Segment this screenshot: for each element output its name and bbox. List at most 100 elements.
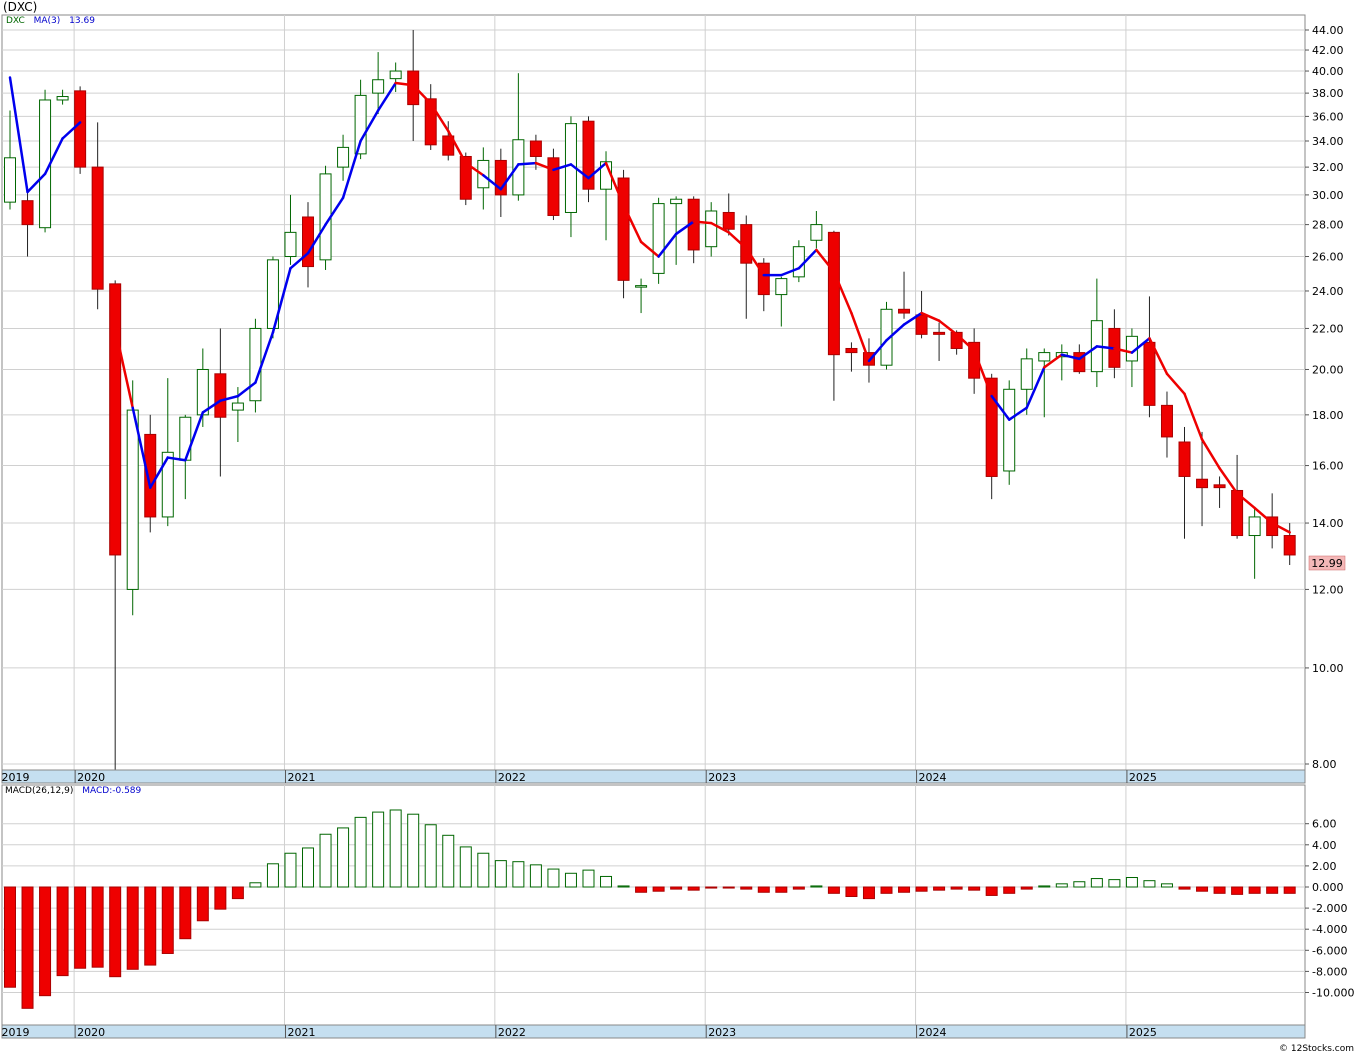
macd-tick-label: 6.00 <box>1312 818 1337 831</box>
price-tick-label: 14.00 <box>1312 517 1344 530</box>
macd-bar <box>564 872 577 888</box>
candle-body <box>284 231 297 258</box>
ma3-segment <box>1078 345 1099 361</box>
year-strip-bottom <box>1 1024 1306 1039</box>
macd-bar <box>722 886 735 889</box>
candle-body <box>705 210 718 248</box>
ma3-segment <box>1148 337 1169 376</box>
ma3-segment <box>955 333 976 352</box>
ma3-segment <box>1007 406 1028 421</box>
year-labels-top: 2019 2020 2021 2022 2023 2024 2025 <box>1 770 1157 784</box>
macd-bar <box>477 852 490 888</box>
macd-bar <box>354 816 367 888</box>
candle-body <box>775 278 788 296</box>
candle-body <box>722 211 735 230</box>
ma3-segment <box>166 456 187 462</box>
ma3-segment <box>113 327 134 409</box>
candle-body <box>459 155 472 200</box>
ma3-segment <box>692 220 713 225</box>
price-tick-label: 38.00 <box>1312 87 1344 100</box>
macd-legend: MACD(26,12,9) MACD:-0.589 <box>5 786 141 796</box>
price-tick-label: 10.00 <box>1312 662 1344 675</box>
ma3-segment <box>534 161 555 172</box>
year-label-top: 2025 <box>1129 771 1157 784</box>
macd-bar <box>775 886 788 893</box>
macd-bar <box>617 885 630 888</box>
ma3-segment <box>8 76 29 194</box>
ma3-segment <box>657 232 678 258</box>
site-credit: © 12Stocks.com <box>1279 1044 1354 1054</box>
macd-value: MACD:-0.589 <box>82 786 142 796</box>
candle-body <box>512 139 525 196</box>
macd-bar <box>757 886 770 893</box>
candle-body <box>144 433 157 518</box>
price-tick-label: 24.00 <box>1312 285 1344 298</box>
candle-body <box>21 200 34 226</box>
ma3-segment <box>499 163 520 191</box>
candle-body <box>880 308 893 366</box>
ma3-segment <box>464 161 485 177</box>
candle-body <box>1231 489 1244 537</box>
macd-bar <box>1266 886 1279 894</box>
macd-bar <box>196 886 209 922</box>
ma3-segment <box>780 267 801 277</box>
macd-bar <box>1108 879 1121 888</box>
price-tick-label: 42.00 <box>1312 44 1344 57</box>
candle-body <box>1020 358 1033 390</box>
macd-bar <box>1196 886 1209 892</box>
ma3-segment <box>61 121 82 140</box>
ma3-segment <box>394 81 415 87</box>
candle-body <box>792 246 805 278</box>
macd-bar <box>337 827 350 888</box>
macd-bar <box>600 875 613 888</box>
chart-title: (DXC) <box>3 0 38 14</box>
ma3-segment <box>236 381 257 398</box>
macd-bar <box>39 886 52 997</box>
candle-body <box>196 368 209 416</box>
candle-body <box>635 285 648 288</box>
candle-body <box>91 166 104 290</box>
candle-body <box>424 98 437 146</box>
ma3-segment <box>709 221 730 234</box>
price-tick-label: 12.00 <box>1312 583 1344 596</box>
price-panel: 44.00 42.00 40.00 38.00 36.00 34.00 32.00 30.00… <box>1 14 1346 784</box>
macd-bar <box>126 886 139 970</box>
candle-body <box>1283 535 1296 556</box>
macd-bar <box>56 886 69 977</box>
ma3-segment <box>341 139 362 200</box>
macd-y-axis: 6.00 4.00 2.00 0.000 -2.000 -4.000 -6.000 -8.00… <box>1305 818 1354 1000</box>
year-label-bottom: 2022 <box>498 1026 526 1039</box>
candle-body <box>652 203 665 274</box>
macd-bar <box>705 886 718 889</box>
ma3-segment <box>201 399 222 414</box>
price-tick-label: 28.00 <box>1312 219 1344 232</box>
year-label-top: 2020 <box>77 771 105 784</box>
macd-bar <box>547 868 560 888</box>
macd-bar <box>74 886 87 969</box>
macd-bar <box>529 864 542 888</box>
ma3-segment <box>1130 337 1151 354</box>
ma3-segment <box>990 394 1011 421</box>
macd-tick-label: -10.000 <box>1312 987 1354 1000</box>
ma3-segment <box>1165 372 1186 396</box>
ma3-segment <box>972 349 993 398</box>
ma3-segment <box>639 240 660 258</box>
ma3-segment <box>937 319 958 336</box>
macd-tick-label: -2.000 <box>1312 902 1347 915</box>
candle-body <box>126 409 139 590</box>
macd-bar <box>319 833 332 888</box>
year-label-bottom: 2024 <box>919 1026 947 1039</box>
macd-bar <box>144 886 157 966</box>
year-label-bottom: 2025 <box>1129 1026 1157 1039</box>
year-label-bottom: 2023 <box>708 1026 736 1039</box>
year-label-top: 2024 <box>919 771 947 784</box>
macd-bar <box>1020 886 1033 890</box>
ma3-segment <box>482 174 503 191</box>
candle-body <box>337 146 350 168</box>
candle-body <box>547 157 560 216</box>
price-tick-label: 16.00 <box>1312 460 1344 473</box>
ma3-segment <box>815 248 836 273</box>
candle-body <box>810 224 823 241</box>
macd-bar <box>862 886 875 900</box>
candle-body <box>1038 352 1051 362</box>
